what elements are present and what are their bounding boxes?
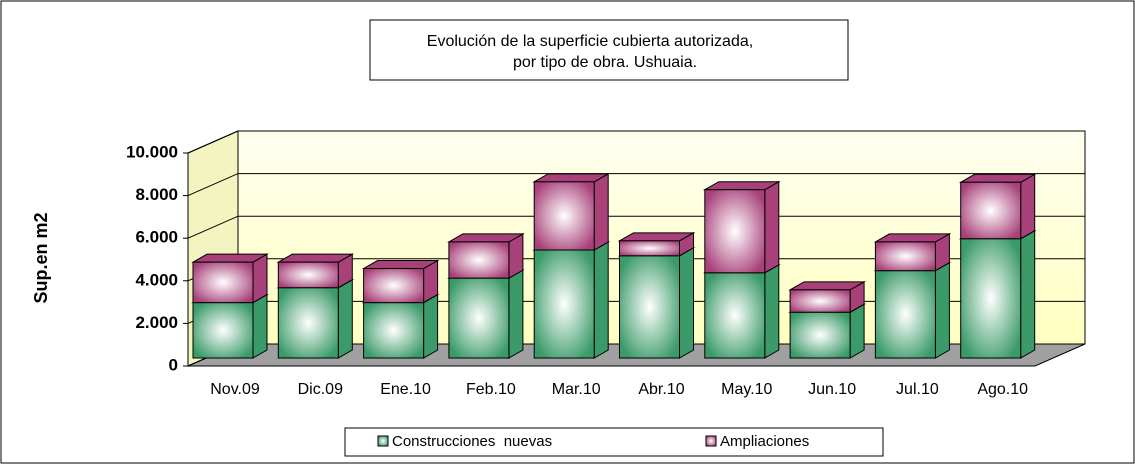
x-tick-label: Mar.10 bbox=[552, 381, 601, 398]
x-tick-label: Dic.09 bbox=[298, 381, 343, 398]
bar-top bbox=[191, 253, 269, 263]
y-tick-label: 4.000 bbox=[135, 270, 178, 289]
bar-top bbox=[276, 253, 355, 263]
legend-label: Construcciones nuevas bbox=[392, 433, 552, 450]
bar-top bbox=[702, 181, 781, 191]
y-tick-label: 6.000 bbox=[135, 228, 178, 247]
x-tick-label: Feb.10 bbox=[466, 381, 516, 398]
x-tick-label: Jul.10 bbox=[896, 381, 939, 398]
bar-top bbox=[788, 281, 866, 291]
x-tick-label: Ene.10 bbox=[380, 381, 431, 398]
bar-side bbox=[593, 172, 609, 251]
y-axis-label: Sup.en m2 bbox=[31, 212, 51, 303]
x-tick-label: Abr.10 bbox=[638, 381, 684, 398]
bar-side bbox=[423, 293, 439, 359]
bar bbox=[533, 181, 595, 251]
bar-side bbox=[593, 241, 609, 359]
legend-swatch bbox=[377, 435, 389, 447]
bar bbox=[277, 261, 339, 289]
bar-top bbox=[532, 173, 611, 183]
chart-title: Evolución de la superficie cubierta auto… bbox=[427, 33, 753, 50]
bar bbox=[789, 311, 851, 359]
bar-top bbox=[958, 173, 1037, 183]
bar-side bbox=[934, 261, 950, 359]
legend-swatch bbox=[705, 435, 717, 447]
bar bbox=[448, 277, 510, 359]
x-tick-label: May.10 bbox=[721, 381, 772, 398]
bar-side bbox=[679, 246, 694, 359]
x-tick-label: Ago.10 bbox=[977, 381, 1028, 398]
x-tick-label: Nov.09 bbox=[210, 381, 260, 398]
bar-side bbox=[252, 293, 268, 359]
bar-side bbox=[764, 263, 780, 359]
legend bbox=[344, 427, 884, 457]
bar-top bbox=[873, 233, 952, 243]
chart-subtitle: por tipo de obra. Ushuaia. bbox=[513, 54, 697, 71]
bar bbox=[192, 302, 254, 359]
y-tick-label: 2.000 bbox=[135, 313, 178, 332]
legend-label: Ampliaciones bbox=[720, 433, 809, 450]
bar bbox=[704, 189, 766, 274]
y-tick-label: 10.000 bbox=[126, 142, 178, 161]
y-tick-label: 8.000 bbox=[135, 185, 178, 204]
bar bbox=[789, 289, 851, 313]
bar-top bbox=[617, 232, 696, 242]
grid-line bbox=[187, 215, 1085, 239]
y-tick-label: 0 bbox=[169, 355, 178, 374]
bar-side bbox=[1020, 173, 1036, 240]
bar bbox=[192, 261, 254, 304]
bar bbox=[363, 268, 425, 304]
grid-line bbox=[187, 130, 1085, 154]
bar-side bbox=[337, 278, 353, 359]
grid-line bbox=[187, 173, 1085, 197]
bar-side bbox=[1020, 229, 1036, 359]
bar bbox=[874, 270, 936, 359]
title-box bbox=[369, 19, 849, 81]
bar bbox=[363, 302, 425, 359]
bar-top bbox=[447, 233, 525, 243]
bar bbox=[533, 249, 595, 359]
bar bbox=[960, 238, 1022, 359]
bar-side bbox=[764, 180, 780, 274]
bar bbox=[704, 272, 766, 359]
bar-side bbox=[508, 269, 524, 359]
bar bbox=[619, 240, 680, 257]
bar bbox=[960, 181, 1022, 240]
bar-top bbox=[361, 260, 440, 270]
bar bbox=[448, 241, 510, 279]
bar bbox=[277, 287, 339, 359]
bar bbox=[619, 255, 680, 359]
x-tick-label: Jun.10 bbox=[808, 381, 856, 398]
bar-side bbox=[849, 303, 865, 359]
bar bbox=[874, 241, 936, 272]
